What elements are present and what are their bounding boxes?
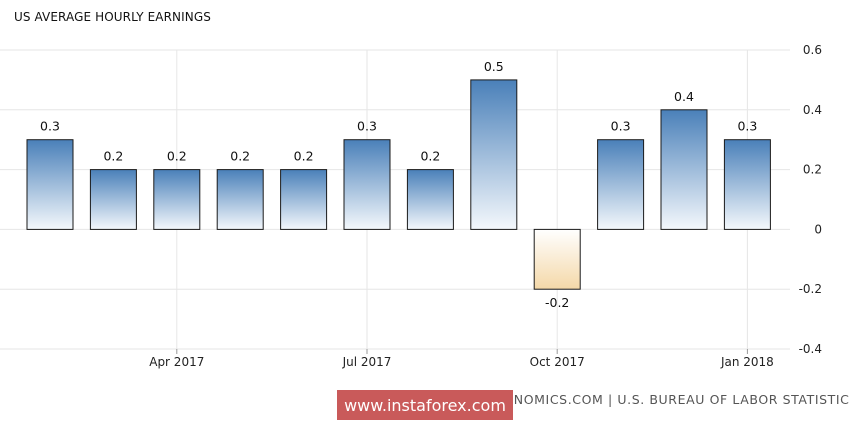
- data-labels: 0.3 0.2 0.2 0.2 0.2 0.3 0.2 0.5 -0.2 0.3 0.4 0.3: [40, 59, 757, 310]
- data-label: 0.2: [230, 149, 250, 164]
- y-tick-label: 0.4: [803, 103, 822, 117]
- bar: [216, 169, 264, 230]
- y-axis: 0.6 0.4 0.2 0 -0.2 -0.4: [799, 43, 822, 356]
- bar: [723, 139, 771, 230]
- data-label: 0.5: [484, 59, 504, 74]
- x-tick-label: Jan 2018: [720, 355, 774, 369]
- x-tick-label: Apr 2017: [149, 355, 204, 369]
- bar: [533, 228, 581, 290]
- data-label: -0.2: [545, 295, 569, 310]
- bar: [26, 139, 74, 230]
- bar: [597, 139, 645, 230]
- data-label: 0.2: [103, 149, 123, 164]
- watermark-banner[interactable]: www.instaforex.com: [337, 390, 513, 420]
- y-tick-label: 0: [814, 222, 822, 236]
- bar: [406, 169, 454, 230]
- bars: [26, 79, 771, 290]
- data-label: 0.2: [167, 149, 187, 164]
- data-label: 0.2: [420, 149, 440, 164]
- data-label: 0.3: [737, 119, 757, 134]
- x-tick-label: Jul 2017: [342, 355, 392, 369]
- data-label: 0.4: [674, 89, 694, 104]
- x-tick-label: Oct 2017: [530, 355, 585, 369]
- x-axis: Apr 2017 Jul 2017 Oct 2017 Jan 2018: [149, 349, 774, 369]
- data-label: 0.3: [611, 119, 631, 134]
- chart-title: US AVERAGE HOURLY EARNINGS: [14, 10, 211, 24]
- bar: [89, 169, 137, 230]
- y-tick-label: 0.2: [803, 163, 822, 177]
- y-tick-label: -0.2: [799, 282, 822, 296]
- data-label: 0.3: [40, 119, 60, 134]
- bar: [343, 139, 391, 230]
- y-tick-label: 0.6: [803, 43, 822, 57]
- bar: [470, 79, 518, 230]
- y-tick-label: -0.4: [799, 342, 822, 356]
- data-label: 0.2: [294, 149, 314, 164]
- bar: [660, 109, 708, 230]
- bar: [280, 169, 328, 230]
- bar: [153, 169, 201, 230]
- data-label: 0.3: [357, 119, 377, 134]
